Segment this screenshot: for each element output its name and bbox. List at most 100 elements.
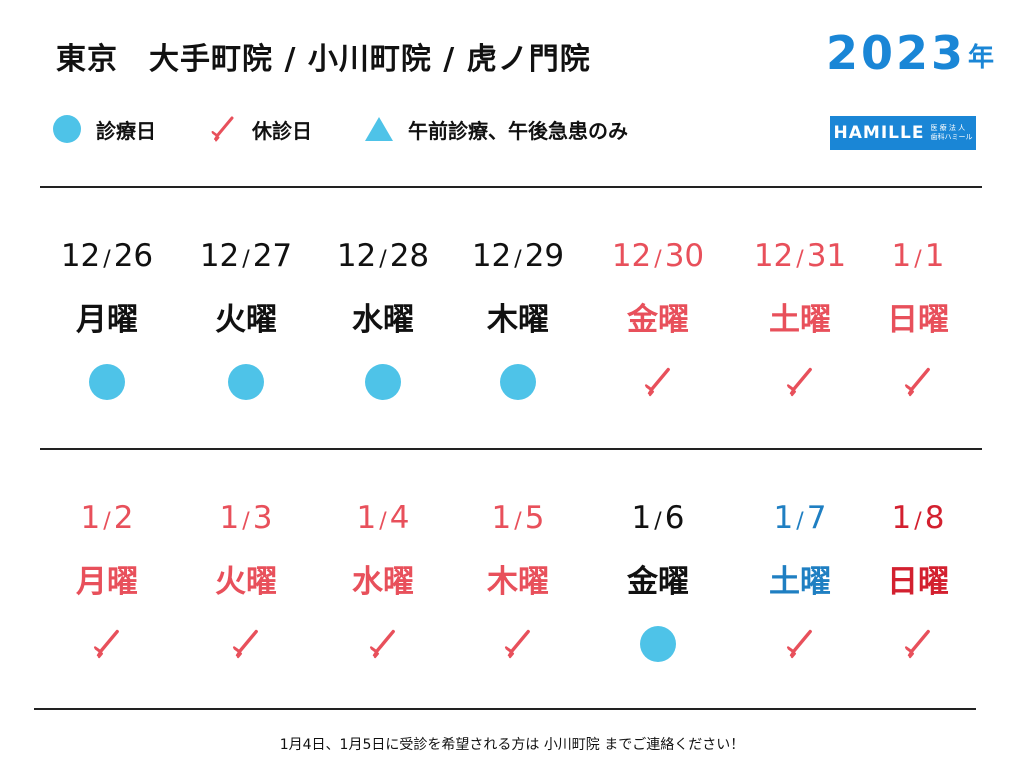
date-day: 30 xyxy=(664,238,705,274)
toothbrush-icon xyxy=(363,624,403,664)
date-day: 29 xyxy=(524,238,565,274)
date-separator: / xyxy=(914,247,922,272)
day-date: 1/5 xyxy=(448,498,588,538)
date-separator: / xyxy=(796,247,804,272)
day-cell: 1/2 月曜 xyxy=(37,498,177,664)
date-separator: / xyxy=(103,247,111,272)
toothbrush-icon xyxy=(780,624,820,664)
date-day: 28 xyxy=(389,238,430,274)
filled-circle-icon xyxy=(226,362,266,402)
date-month: 1 xyxy=(773,500,794,536)
day-of-week: 日曜 xyxy=(887,302,949,338)
day-date: 1/8 xyxy=(848,498,988,538)
logo-subtitle: 医 療 法 人 歯科ハミール xyxy=(930,124,972,142)
week-row-1: 12/26 月曜 12/27 火曜 12/28 水曜 12/29 木曜 12/30 金曜 12/31… xyxy=(0,236,1024,436)
date-day: 7 xyxy=(806,500,827,536)
day-cell: 12/26 月曜 xyxy=(37,236,177,402)
day-date: 1/3 xyxy=(176,498,316,538)
day-cell: 1/5 木曜 xyxy=(448,498,588,664)
legend: 診療日 休診日 午前診療、午後急患のみ xyxy=(52,114,680,144)
day-date: 12/26 xyxy=(37,236,177,276)
date-separator: / xyxy=(242,509,250,534)
day-of-week: 土曜 xyxy=(769,564,831,600)
day-cell: 12/28 水曜 xyxy=(313,236,453,402)
day-cell: 1/3 火曜 xyxy=(176,498,316,664)
day-cell: 1/6 金曜 xyxy=(588,498,728,664)
footer-note: 1月4日、1月5日に受診を希望される方は 小川町院 までご連絡ください！ xyxy=(279,737,745,753)
divider-bottom xyxy=(34,708,976,710)
logo-subtitle-line2: 歯科ハミール xyxy=(930,133,973,141)
date-day: 27 xyxy=(252,238,293,274)
year-number: 2023 xyxy=(825,26,966,80)
year-suffix: 年 xyxy=(967,43,994,74)
day-date: 12/28 xyxy=(313,236,453,276)
day-date: 1/2 xyxy=(37,498,177,538)
day-of-week: 月曜 xyxy=(76,302,138,338)
day-date: 1/7 xyxy=(730,498,870,538)
day-of-week: 水曜 xyxy=(352,564,414,600)
filled-circle-icon xyxy=(363,362,403,402)
filled-circle-icon xyxy=(52,114,82,144)
date-month: 12 xyxy=(60,238,101,274)
day-date: 12/27 xyxy=(176,236,316,276)
date-separator: / xyxy=(654,247,662,272)
day-of-week: 火曜 xyxy=(215,564,277,600)
triangle-icon xyxy=(364,114,394,144)
logo-name: HAMILLE xyxy=(833,123,925,143)
date-separator: / xyxy=(379,509,387,534)
toothbrush-icon xyxy=(87,624,127,664)
clinic-logo: HAMILLE 医 療 法 人 歯科ハミール xyxy=(830,116,976,150)
day-date: 1/6 xyxy=(588,498,728,538)
logo-subtitle-line1: 医 療 法 人 xyxy=(930,124,966,132)
day-cell: 1/8 日曜 xyxy=(848,498,988,664)
date-month: 12 xyxy=(611,238,652,274)
date-month: 12 xyxy=(336,238,377,274)
date-day: 31 xyxy=(806,238,847,274)
date-day: 6 xyxy=(664,500,685,536)
legend-item-morning-only: 午前診療、午後急患のみ xyxy=(364,114,628,144)
date-separator: / xyxy=(914,509,922,534)
legend-label: 休診日 xyxy=(252,118,312,143)
toothbrush-icon xyxy=(780,362,820,402)
day-date: 12/29 xyxy=(448,236,588,276)
day-cell: 1/4 水曜 xyxy=(313,498,453,664)
day-of-week: 金曜 xyxy=(627,302,689,338)
page-title: 東京 大手町院 / 小川町院 / 虎ノ門院 xyxy=(56,42,591,77)
legend-label: 診療日 xyxy=(96,118,156,143)
date-month: 12 xyxy=(753,238,794,274)
date-month: 12 xyxy=(199,238,240,274)
date-separator: / xyxy=(514,509,522,534)
date-month: 1 xyxy=(219,500,240,536)
divider-top xyxy=(40,186,982,188)
year-badge: 2023 年 xyxy=(826,30,994,76)
date-month: 1 xyxy=(356,500,377,536)
legend-item-open: 診療日 xyxy=(52,114,156,144)
legend-item-closed: 休診日 xyxy=(208,114,312,144)
date-month: 12 xyxy=(471,238,512,274)
date-month: 1 xyxy=(891,238,912,274)
date-day: 2 xyxy=(113,500,134,536)
date-day: 26 xyxy=(113,238,154,274)
filled-circle-icon xyxy=(638,624,678,664)
day-date: 12/31 xyxy=(730,236,870,276)
day-date: 1/1 xyxy=(848,236,988,276)
day-of-week: 土曜 xyxy=(769,302,831,338)
day-of-week: 月曜 xyxy=(76,564,138,600)
toothbrush-icon xyxy=(498,624,538,664)
date-day: 4 xyxy=(389,500,410,536)
day-of-week: 水曜 xyxy=(352,302,414,338)
week-row-2: 1/2 月曜 1/3 火曜 1/4 水曜 1/5 木曜 1/6 金曜 1/7 土曜 1/8 日曜 xyxy=(0,498,1024,698)
day-of-week: 日曜 xyxy=(887,564,949,600)
date-day: 1 xyxy=(924,238,945,274)
date-separator: / xyxy=(379,247,387,272)
day-cell: 12/31 土曜 xyxy=(730,236,870,402)
date-month: 1 xyxy=(631,500,652,536)
toothbrush-icon xyxy=(898,624,938,664)
date-month: 1 xyxy=(491,500,512,536)
day-date: 12/30 xyxy=(588,236,728,276)
divider-middle xyxy=(40,448,982,450)
day-cell: 1/1 日曜 xyxy=(848,236,988,402)
day-cell: 12/27 火曜 xyxy=(176,236,316,402)
toothbrush-icon xyxy=(898,362,938,402)
